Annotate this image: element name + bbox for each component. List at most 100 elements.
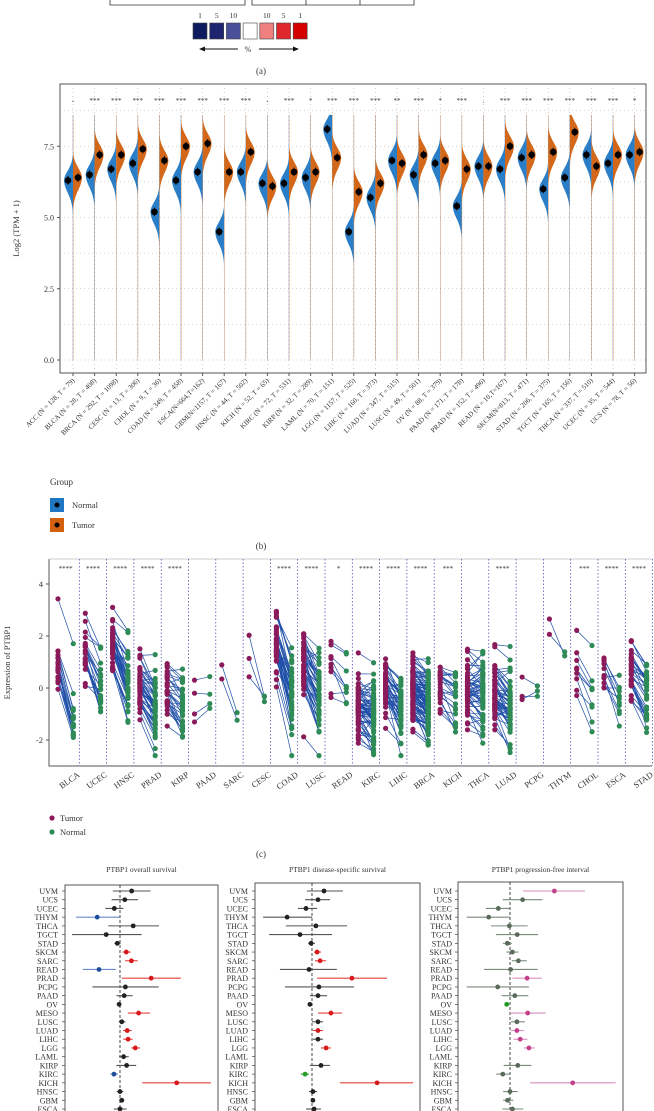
median-point-tumor xyxy=(398,160,406,167)
tumor-point xyxy=(301,658,307,664)
pair-line xyxy=(631,674,647,696)
violin-normal xyxy=(625,114,635,361)
row-label: LUAD xyxy=(226,1027,248,1036)
pair-line xyxy=(167,677,183,684)
pair-line xyxy=(576,667,593,705)
normal-point xyxy=(452,724,459,730)
median-point-normal xyxy=(172,177,180,184)
pair-line xyxy=(248,676,265,697)
panel-a-table-left xyxy=(109,0,246,6)
normal-point xyxy=(179,734,186,740)
hazard-ratio-point xyxy=(132,1045,138,1051)
median-point-normal xyxy=(151,208,158,216)
normal-point xyxy=(452,729,459,735)
tumor-point xyxy=(110,651,116,657)
row-label: KIRP xyxy=(40,1061,59,1070)
normal-point xyxy=(562,649,568,655)
row-label: LUSC xyxy=(228,1018,248,1027)
pair-line xyxy=(603,659,620,688)
normal-point xyxy=(261,699,267,705)
pair-line xyxy=(358,742,374,752)
normal-point xyxy=(644,725,650,731)
significance-label: * xyxy=(309,97,313,105)
y-tick-label: 2 xyxy=(39,631,43,641)
hazard-ratio-point xyxy=(323,1045,329,1051)
violin-normal xyxy=(496,114,505,361)
legend-number: 5 xyxy=(215,11,219,20)
normal-point xyxy=(316,716,322,722)
x-tick-label: CESC xyxy=(249,769,272,790)
normal-point xyxy=(152,681,158,687)
tumor-point xyxy=(55,655,61,661)
hazard-ratio-point xyxy=(306,967,312,972)
significance-label: - xyxy=(266,97,269,105)
significance-label: **** xyxy=(277,565,292,573)
median-point-tumor xyxy=(74,174,82,181)
pair-line xyxy=(631,695,647,715)
hazard-ratio-point xyxy=(317,958,323,964)
hazard-ratio-point xyxy=(508,967,513,972)
tumor-point xyxy=(410,683,416,689)
tumor-point xyxy=(601,665,607,672)
hazard-ratio-point xyxy=(514,932,520,937)
normal-point xyxy=(179,704,186,711)
hazard-ratio-point xyxy=(129,958,134,964)
violin-normal xyxy=(280,114,289,361)
significance-label: * xyxy=(438,97,442,105)
normal-point xyxy=(480,651,486,657)
tumor-point xyxy=(82,683,88,690)
normal-point xyxy=(289,753,295,759)
violin-tumor xyxy=(613,114,622,361)
forest-title: PTBP1 disease-specific survival xyxy=(289,865,386,874)
row-label: UCEC xyxy=(37,904,58,913)
tumor-point xyxy=(601,655,607,661)
pair-line xyxy=(467,722,484,735)
median-point-normal xyxy=(561,174,569,181)
x-tick-label: CHOL xyxy=(575,769,600,790)
tumor-point xyxy=(273,630,279,637)
pair-line xyxy=(467,691,483,700)
tumor-point xyxy=(82,610,88,616)
normal-point xyxy=(371,734,377,740)
tumor-point xyxy=(355,686,361,692)
y-tick-label: 2.5 xyxy=(44,285,54,294)
normal-point xyxy=(125,663,131,669)
normal-point xyxy=(616,696,622,702)
pair-line xyxy=(221,664,238,713)
tumor-point xyxy=(355,650,361,656)
hazard-ratio-point xyxy=(119,1019,125,1025)
normal-point xyxy=(452,711,459,717)
tumor-point xyxy=(82,655,88,661)
hazard-ratio-point xyxy=(517,1036,523,1042)
row-label: KICH xyxy=(38,1079,58,1088)
normal-point xyxy=(316,650,322,656)
tumor-point xyxy=(137,686,143,692)
significance-label: **** xyxy=(304,565,319,573)
tumor-point xyxy=(355,701,361,707)
significance-label: . xyxy=(483,97,485,105)
hazard-ratio-point xyxy=(525,1010,531,1016)
median-point-normal xyxy=(259,180,266,187)
row-label: PAAD xyxy=(37,992,58,1001)
normal-point xyxy=(480,731,486,737)
tumor-point xyxy=(492,644,498,650)
tumor-point xyxy=(164,680,170,686)
y-tick-label: -2 xyxy=(36,735,43,745)
hazard-ratio-point xyxy=(504,940,510,946)
significance-label: **** xyxy=(495,565,510,573)
normal-point xyxy=(507,729,513,735)
violin-tumor xyxy=(461,114,471,361)
hazard-ratio-point xyxy=(507,1089,513,1094)
pair-line xyxy=(276,686,293,756)
x-tick-label: UCEC xyxy=(84,769,109,790)
row-label: READ xyxy=(430,965,452,974)
tumor-point xyxy=(82,648,88,654)
normal-point xyxy=(371,678,377,684)
hazard-ratio-point xyxy=(129,888,135,894)
tumor-point xyxy=(464,693,471,699)
normal-point xyxy=(152,652,158,658)
tumor-point xyxy=(164,723,170,729)
tumor-point xyxy=(110,637,116,643)
tumor-point xyxy=(355,697,361,703)
tumor-point xyxy=(574,627,580,633)
